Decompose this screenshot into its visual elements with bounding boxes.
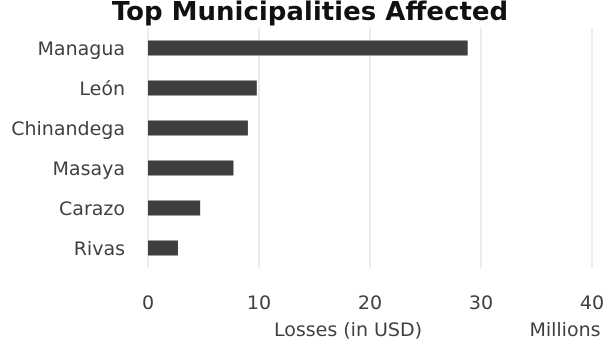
gridlines: [147, 28, 593, 268]
x-tick-label: 0: [142, 292, 154, 314]
category-label: Carazo: [59, 198, 125, 220]
category-label: León: [79, 78, 125, 100]
category-label: Rivas: [74, 238, 125, 260]
x-tick-labels: 0 10 20 30 40: [142, 292, 604, 314]
category-label: Managua: [38, 38, 125, 60]
chart-title: Top Municipalities Affected: [112, 0, 508, 27]
x-tick-label: 20: [358, 292, 382, 314]
bar: [148, 40, 468, 56]
bar: [148, 160, 234, 176]
bar: [148, 200, 201, 216]
x-tick-label: 10: [247, 292, 271, 314]
x-axis-unit: Millions: [529, 319, 600, 341]
bar: [148, 120, 248, 136]
bar: [148, 240, 178, 256]
bar: [148, 80, 257, 96]
category-labels: Managua León Chinandega Masaya Carazo Rivas: [11, 38, 125, 260]
category-label: Chinandega: [11, 118, 125, 140]
bars: [148, 40, 468, 256]
category-label: Masaya: [53, 158, 125, 180]
x-axis-title: Losses (in USD): [274, 319, 422, 341]
x-tick-label: 30: [469, 292, 493, 314]
x-tick-label: 40: [580, 292, 604, 314]
